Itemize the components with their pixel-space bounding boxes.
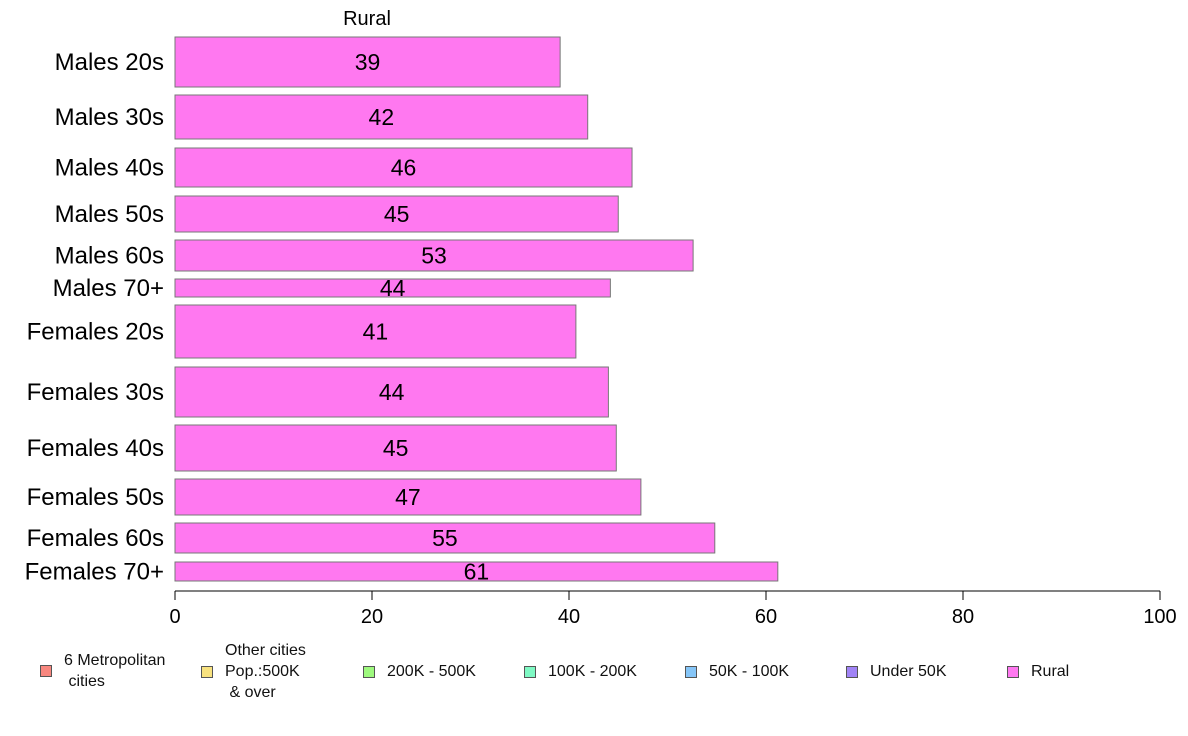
legend-swatch-under-50k (846, 665, 858, 678)
value-label-males-70-plus: 44 (380, 275, 406, 301)
bar-females-30s (174, 366, 609, 418)
bar-males-40s (174, 147, 633, 188)
bar-males-50s (174, 195, 619, 233)
legend-item-metropolitan: 6 Metropolitan cities (40, 650, 165, 692)
category-label-males-40s: Males 40s (55, 155, 164, 182)
category-labels-group: Males 20s Males 30s Males 40s Males 50s Male… (25, 49, 164, 586)
legend-item-rural: Rural (1007, 661, 1069, 682)
value-label-females-30s: 44 (379, 379, 405, 405)
bar-females-40s (174, 424, 617, 472)
category-label-females-50s: Females 50s (27, 484, 164, 511)
category-label-females-30s: Females 30s (27, 379, 164, 406)
category-label-males-60s: Males 60s (55, 243, 164, 270)
value-label-males-40s: 46 (391, 155, 417, 181)
x-tick-label-0: 0 (169, 606, 180, 628)
x-axis: 0 20 40 60 80 100 (169, 590, 1177, 628)
bar-males-70-plus (174, 278, 611, 298)
legend-label-metropolitan: 6 Metropolitan cities (64, 652, 166, 690)
legend-item-200k-500k: 200K - 500K (363, 661, 476, 682)
x-tick-label-20: 20 (361, 606, 383, 628)
category-label-females-70-plus: Females 70+ (25, 559, 164, 586)
legend-label-under-50k: Under 50K (870, 663, 947, 680)
legend-swatch-100k-200k (524, 665, 536, 678)
legend-label-other-cities: Other cities Pop.:500K & over (225, 642, 306, 701)
legend-swatch-metropolitan (40, 665, 52, 677)
legend-swatch-200k-500k (363, 665, 375, 678)
legend-label-50k-100k: 50K - 100K (709, 663, 790, 680)
value-label-males-20s: 39 (355, 49, 381, 75)
x-tick-label-100: 100 (1143, 606, 1176, 628)
legend-label-100k-200k: 100K - 200K (548, 663, 637, 680)
legend-swatch-50k-100k (685, 665, 697, 678)
category-label-males-70-plus: Males 70+ (53, 275, 164, 302)
bar-males-20s (174, 36, 561, 88)
value-label-females-20s: 41 (363, 319, 389, 345)
legend-item-50k-100k: 50K - 100K (685, 661, 789, 682)
category-label-males-30s: Males 30s (55, 104, 164, 131)
chart-title: Rural (343, 8, 391, 30)
bar-females-20s (174, 304, 577, 359)
legend-swatch-rural (1007, 665, 1019, 678)
category-label-females-20s: Females 20s (27, 319, 164, 346)
legend-swatch-other-cities (201, 665, 213, 678)
legend: 6 Metropolitan cities Other cities Pop.:… (0, 640, 1188, 720)
x-tick-label-40: 40 (558, 606, 580, 628)
bar-females-60s (174, 522, 716, 554)
legend-item-other-cities: Other cities Pop.:500K & over (201, 640, 306, 703)
value-label-females-40s: 45 (383, 435, 409, 461)
category-label-females-60s: Females 60s (27, 525, 164, 552)
value-label-females-50s: 47 (395, 484, 421, 510)
value-label-males-60s: 53 (421, 243, 447, 269)
value-label-males-30s: 42 (369, 104, 395, 130)
value-label-males-50s: 45 (384, 201, 410, 227)
legend-label-rural: Rural (1031, 663, 1070, 680)
bar-males-60s (174, 239, 694, 272)
value-label-females-70-plus: 61 (464, 559, 490, 585)
bar-females-50s (174, 478, 642, 516)
category-label-males-50s: Males 50s (55, 201, 164, 228)
x-tick-label-80: 80 (952, 606, 974, 628)
legend-item-100k-200k: 100K - 200K (524, 661, 637, 682)
value-label-females-60s: 55 (432, 525, 458, 551)
bar-males-30s (174, 94, 589, 140)
x-tick-label-60: 60 (755, 606, 777, 628)
category-label-females-40s: Females 40s (27, 435, 164, 462)
legend-label-200k-500k: 200K - 500K (387, 663, 476, 680)
bar-females-70-plus (174, 561, 779, 582)
legend-item-under-50k: Under 50K (846, 661, 947, 682)
category-label-males-20s: Males 20s (55, 49, 164, 76)
